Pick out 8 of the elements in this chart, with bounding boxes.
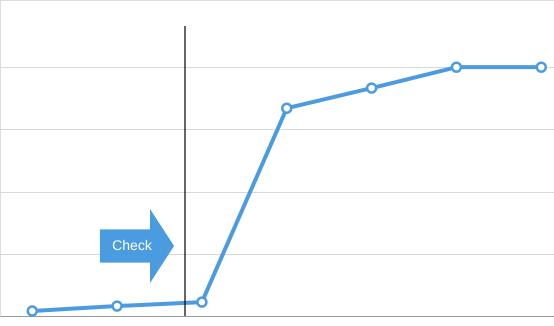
point bbox=[111, 300, 123, 312]
point bbox=[366, 82, 378, 94]
point bbox=[281, 102, 292, 114]
point bbox=[196, 296, 208, 308]
annotation: Check bbox=[112, 237, 153, 253]
point bbox=[536, 61, 547, 73]
point bbox=[450, 61, 462, 73]
point bbox=[26, 305, 38, 317]
